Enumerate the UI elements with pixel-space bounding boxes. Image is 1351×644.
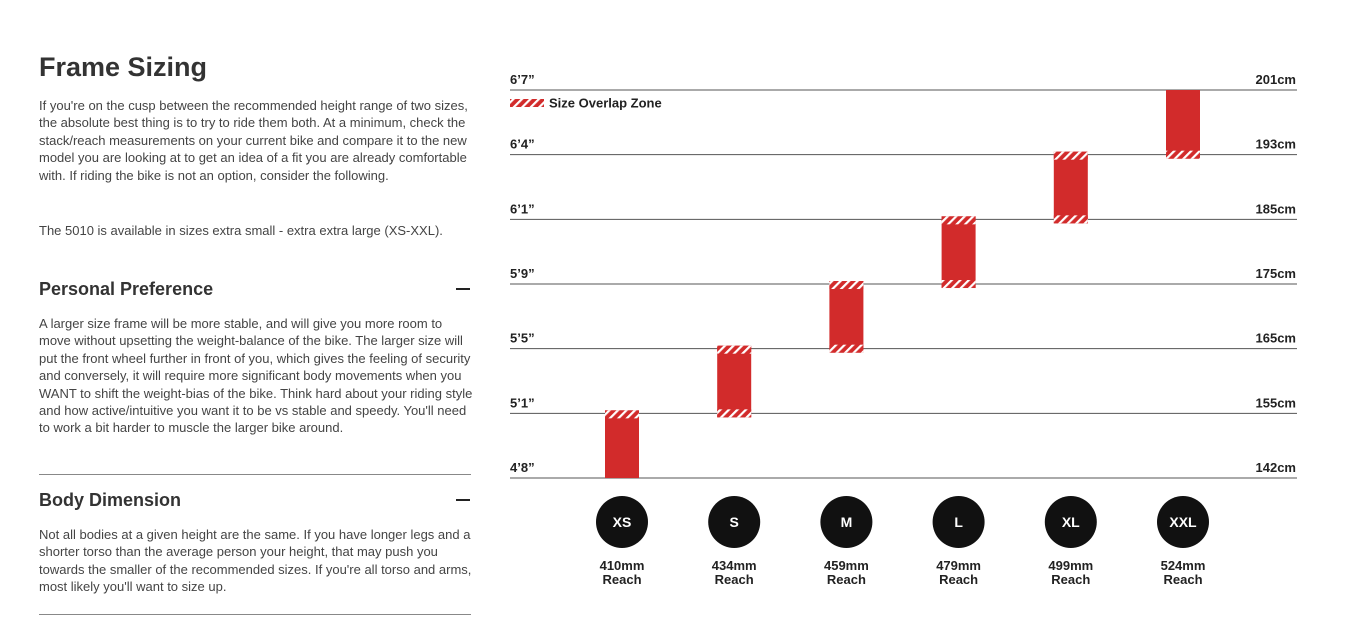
size-range-bar [717,345,752,418]
size-label: XS [613,514,632,530]
size-label: XL [1062,514,1080,530]
reach-value: 479mm [936,558,981,573]
section-body: A larger size frame will be more stable,… [39,316,473,436]
size-range-bar [941,216,976,289]
reach-value: 410mm [600,558,645,573]
reach-value: 499mm [1048,558,1093,573]
overlap-zone [829,281,864,290]
size-label: XXL [1169,514,1197,530]
overlap-zone [1166,150,1200,159]
height-metric: 185cm [1256,201,1296,216]
size-badge [596,496,648,548]
height-imperial: 4’8” [510,460,535,475]
height-metric: 165cm [1256,331,1296,346]
collapse-icon[interactable] [456,288,470,290]
overlap-zone [941,216,976,225]
size-range-bar [1053,151,1088,224]
reach-value: 434mm [712,558,757,573]
section-title: Body Dimension [39,490,182,510]
height-metric: 175cm [1256,266,1296,281]
size-range-bar [1166,90,1200,159]
reach-label: Reach [1051,572,1090,587]
title: Frame Sizing [39,52,208,82]
size-badge [1157,496,1209,548]
size-label: S [730,514,739,530]
legend-swatch [510,99,544,107]
overlap-zone [1053,151,1088,160]
divider [39,474,471,475]
section-title: Personal Preference [39,279,214,299]
legend-label: Size Overlap Zone [549,96,662,111]
size-badge [932,496,985,548]
overlap-zone [717,409,752,418]
size-badge [1044,496,1097,548]
size-badge [708,496,761,548]
size-range-bar [605,410,639,479]
reach-label: Reach [939,572,978,587]
intro-paragraph: If you're on the cusp between the recomm… [39,98,468,183]
overlap-zone [829,344,864,353]
height-imperial: 6’7” [510,72,535,87]
height-imperial: 6’1” [510,201,535,216]
reach-label: Reach [827,572,866,587]
size-range-bar [829,281,864,353]
divider [39,614,471,615]
overlap-zone [1053,215,1088,224]
height-imperial: 5’5” [510,331,535,346]
overlap-zone [941,280,976,289]
reach-label: Reach [715,572,754,587]
overlap-zone [605,410,639,419]
height-metric: 155cm [1256,395,1296,410]
reach-value: 524mm [1161,558,1206,573]
size-label: M [841,514,853,530]
reach-value: 459mm [824,558,869,573]
size-badge [820,496,873,548]
height-metric: 193cm [1256,137,1296,152]
intro-paragraph: The 5010 is available in sizes extra sma… [39,223,443,238]
collapse-icon[interactable] [456,499,470,501]
reach-label: Reach [1163,572,1202,587]
reach-label: Reach [602,572,641,587]
height-metric: 142cm [1256,460,1296,475]
height-imperial: 6’4” [510,137,535,152]
height-imperial: 5’1” [510,395,535,410]
overlap-zone [717,345,752,354]
size-label: L [954,514,963,530]
section-body: Not all bodies at a given height are the… [39,527,472,595]
height-metric: 201cm [1256,72,1296,87]
height-imperial: 5’9” [510,266,535,281]
